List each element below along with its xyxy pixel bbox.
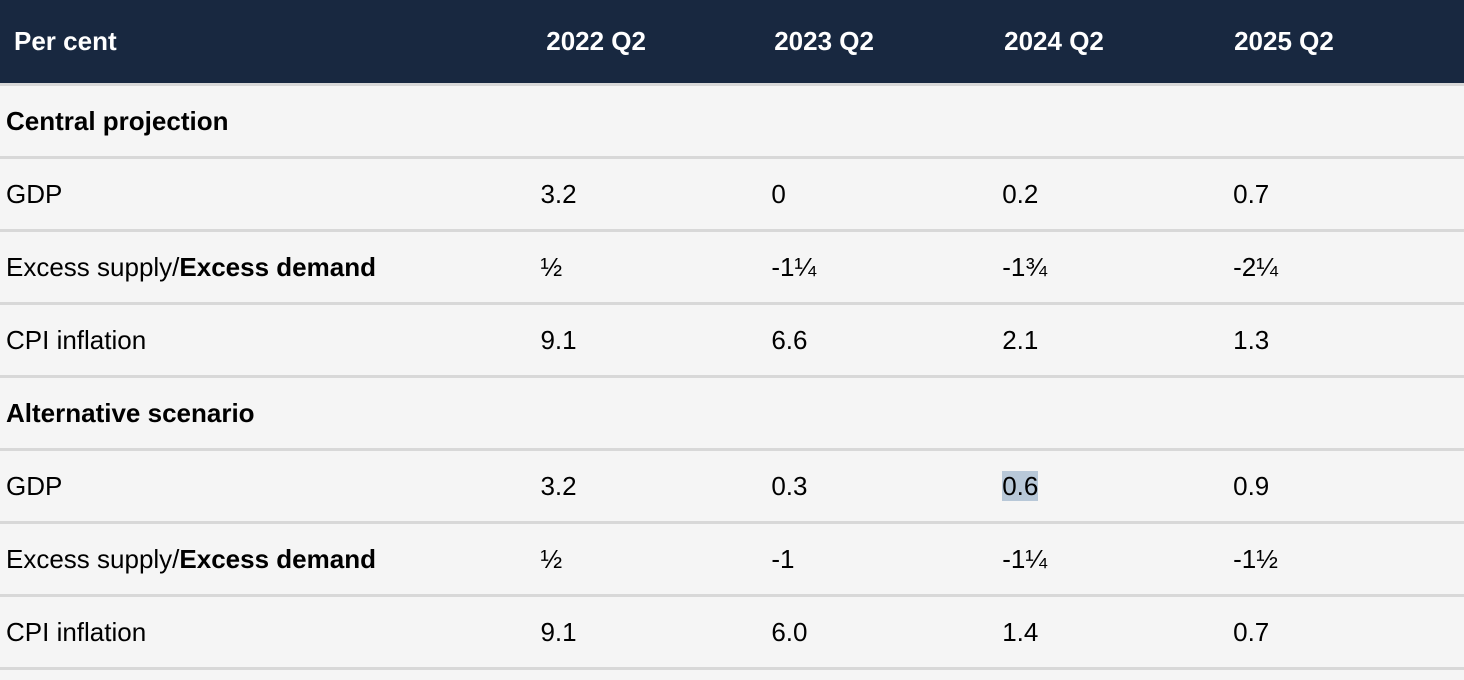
table-cell: 0.9 — [1233, 470, 1270, 501]
table-cell: ½ — [540, 251, 563, 282]
table-cell: -1¼ — [1002, 543, 1048, 574]
table-row: GDP 3.2 0.3 0.6 0.9 — [0, 451, 1464, 524]
section-title: Central projection — [6, 105, 229, 136]
text-selection[interactable]: 0.6 — [1002, 470, 1039, 501]
table-cell: 0.7 — [1233, 616, 1270, 647]
table-cell: 9.1 — [540, 616, 577, 647]
table-row: Excess supply/Excess demand ½ -1 -1¼ -1½ — [0, 524, 1464, 597]
section-heading-central: Central projection — [0, 86, 1464, 159]
row-label: CPI inflation — [6, 324, 147, 355]
header-col-2025q2: 2025 Q2 — [1234, 26, 1334, 56]
table-row: Excess supply/Excess demand ½ -1¼ -1¾ -2… — [0, 232, 1464, 305]
table-cell: 2.1 — [1002, 324, 1039, 355]
table-cell: -1¾ — [1002, 251, 1048, 282]
row-label: Excess supply/Excess demand — [0, 252, 540, 283]
table-cell: 3.2 — [540, 178, 577, 209]
table-cell-selected[interactable]: 0.6 — [1002, 470, 1233, 502]
header-col-2022q2: 2022 Q2 — [546, 26, 646, 56]
header-col-2024q2: 2024 Q2 — [1004, 26, 1104, 56]
row-label-bold: Excess demand — [179, 251, 376, 282]
header-col-2023q2: 2023 Q2 — [774, 26, 874, 56]
row-label: Excess supply/Excess demand — [0, 544, 540, 575]
table-cell: 1.4 — [1002, 616, 1039, 647]
table-cell: -1 — [771, 543, 795, 574]
table-cell: 6.6 — [771, 324, 808, 355]
table-row: CPI inflation 9.1 6.6 2.1 1.3 — [0, 305, 1464, 378]
table-cell: 1.3 — [1233, 324, 1270, 355]
row-label-bold: Excess demand — [179, 543, 376, 574]
row-label: GDP — [6, 470, 63, 501]
table-cell: ½ — [540, 543, 563, 574]
table-row: CPI inflation 9.1 6.0 1.4 0.7 — [0, 597, 1464, 670]
row-label: CPI inflation — [6, 616, 147, 647]
row-label: GDP — [6, 178, 63, 209]
table-cell: 0 — [771, 178, 786, 209]
header-label: Per cent — [14, 26, 117, 56]
row-label-plain: Excess supply/ — [6, 251, 180, 282]
table-row: GDP 3.2 0 0.2 0.7 — [0, 159, 1464, 232]
table-cell: 9.1 — [540, 324, 577, 355]
table-cell: -1¼ — [771, 251, 817, 282]
section-heading-alternative: Alternative scenario — [0, 378, 1464, 451]
row-label-plain: Excess supply/ — [6, 543, 180, 574]
table-cell: -1½ — [1233, 543, 1278, 574]
table-header: Per cent 2022 Q2 2023 Q2 2024 Q2 2025 Q2 — [0, 0, 1464, 86]
table-cell: 3.2 — [540, 470, 577, 501]
table-cell: 0.2 — [1002, 178, 1039, 209]
table-cell: 0.7 — [1233, 178, 1270, 209]
table-cell: -2¼ — [1233, 251, 1278, 282]
table-cell: 6.0 — [771, 616, 808, 647]
section-title: Alternative scenario — [6, 397, 255, 428]
table-cell: 0.3 — [771, 470, 808, 501]
